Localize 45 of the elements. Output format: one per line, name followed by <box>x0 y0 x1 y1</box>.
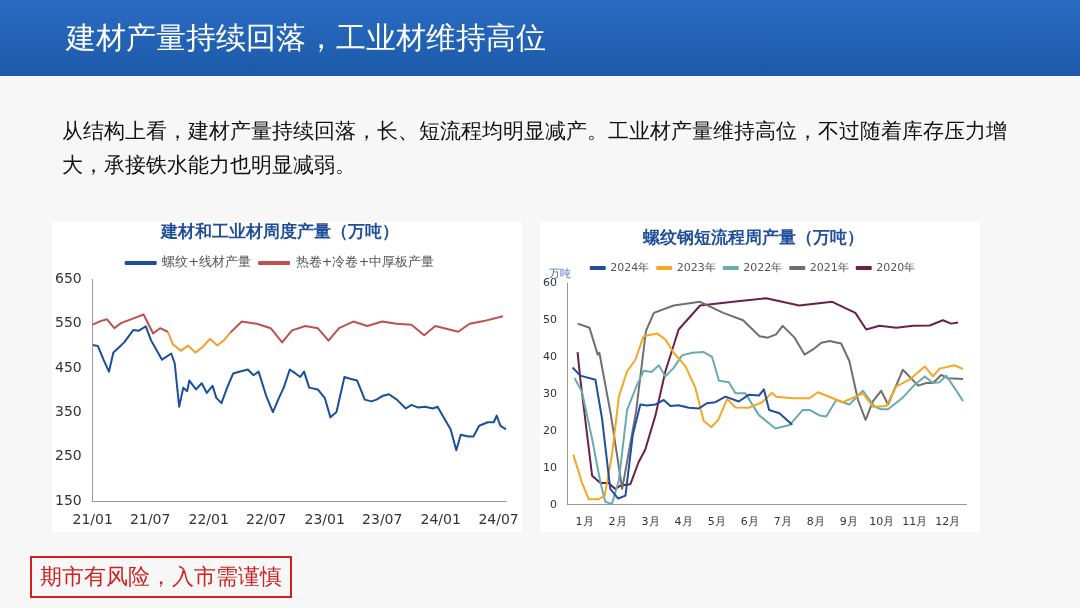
y-tick-label: 20 <box>543 423 557 437</box>
x-tick-label: 21/07 <box>130 511 171 528</box>
y-axis-title: 万吨 <box>549 266 571 280</box>
y-tick-label: 550 <box>54 314 82 331</box>
x-tick-label: 9月 <box>839 515 858 529</box>
x-tick-label: 12月 <box>935 515 961 529</box>
x-tick-label: 5月 <box>707 515 726 529</box>
y-tick-label: 10 <box>543 460 557 474</box>
x-tick-label: 6月 <box>740 515 759 529</box>
y-tick-label: 0 <box>550 497 557 511</box>
x-tick-label: 22/01 <box>188 511 229 528</box>
text: 建材产量持续回落，工业材维持高位 <box>66 19 546 57</box>
x-tick-label: 2月 <box>608 515 627 529</box>
x-tick-label: 11月 <box>902 515 928 529</box>
x-tick-label: 22/07 <box>246 511 287 528</box>
x-tick-label: 10月 <box>869 515 895 529</box>
x-tick-label: 3月 <box>641 515 660 529</box>
x-tick-label: 4月 <box>674 515 693 529</box>
legend-label: 2021年 <box>809 260 849 274</box>
y-tick-label: 450 <box>54 358 82 375</box>
x-tick-label: 24/07 <box>478 511 519 528</box>
y-tick-label: 250 <box>54 447 82 464</box>
legend-label: 螺纹+线材产量 <box>162 254 252 270</box>
legend-label: 2024年 <box>610 260 650 274</box>
x-tick-label: 8月 <box>806 515 825 529</box>
text: 从结构上看，建材产量持续回落，长、短流程均明显减产。工业材产量维持高位，不过随着库存压力增大，承接铁水能力也明显减弱。 <box>62 118 1008 179</box>
legend-label: 2020年 <box>876 260 916 274</box>
y-tick-label: 350 <box>54 403 82 420</box>
x-tick-label: 24/01 <box>420 511 461 528</box>
chart-title: 建材和工业材周度产量（万吨） <box>159 220 399 241</box>
chart-title: 螺纹钢短流程周产量（万吨） <box>641 226 864 247</box>
y-tick-label: 50 <box>543 313 557 327</box>
legend-label: 热卷+冷卷+中厚板产量 <box>295 254 435 270</box>
y-tick-label: 650 <box>54 270 82 287</box>
legend-label: 2023年 <box>676 260 716 274</box>
y-tick-label: 30 <box>543 386 557 400</box>
x-tick-label: 7月 <box>773 515 792 529</box>
x-tick-label: 23/07 <box>362 511 403 528</box>
x-tick-label: 1月 <box>575 515 594 529</box>
y-tick-label: 150 <box>54 491 82 508</box>
y-tick-label: 40 <box>543 350 557 364</box>
legend-label: 2022年 <box>743 260 783 274</box>
x-tick-label: 21/01 <box>72 511 113 528</box>
text: 期市有风险，入市需谨慎 <box>30 556 292 598</box>
x-tick-label: 23/01 <box>304 511 345 528</box>
